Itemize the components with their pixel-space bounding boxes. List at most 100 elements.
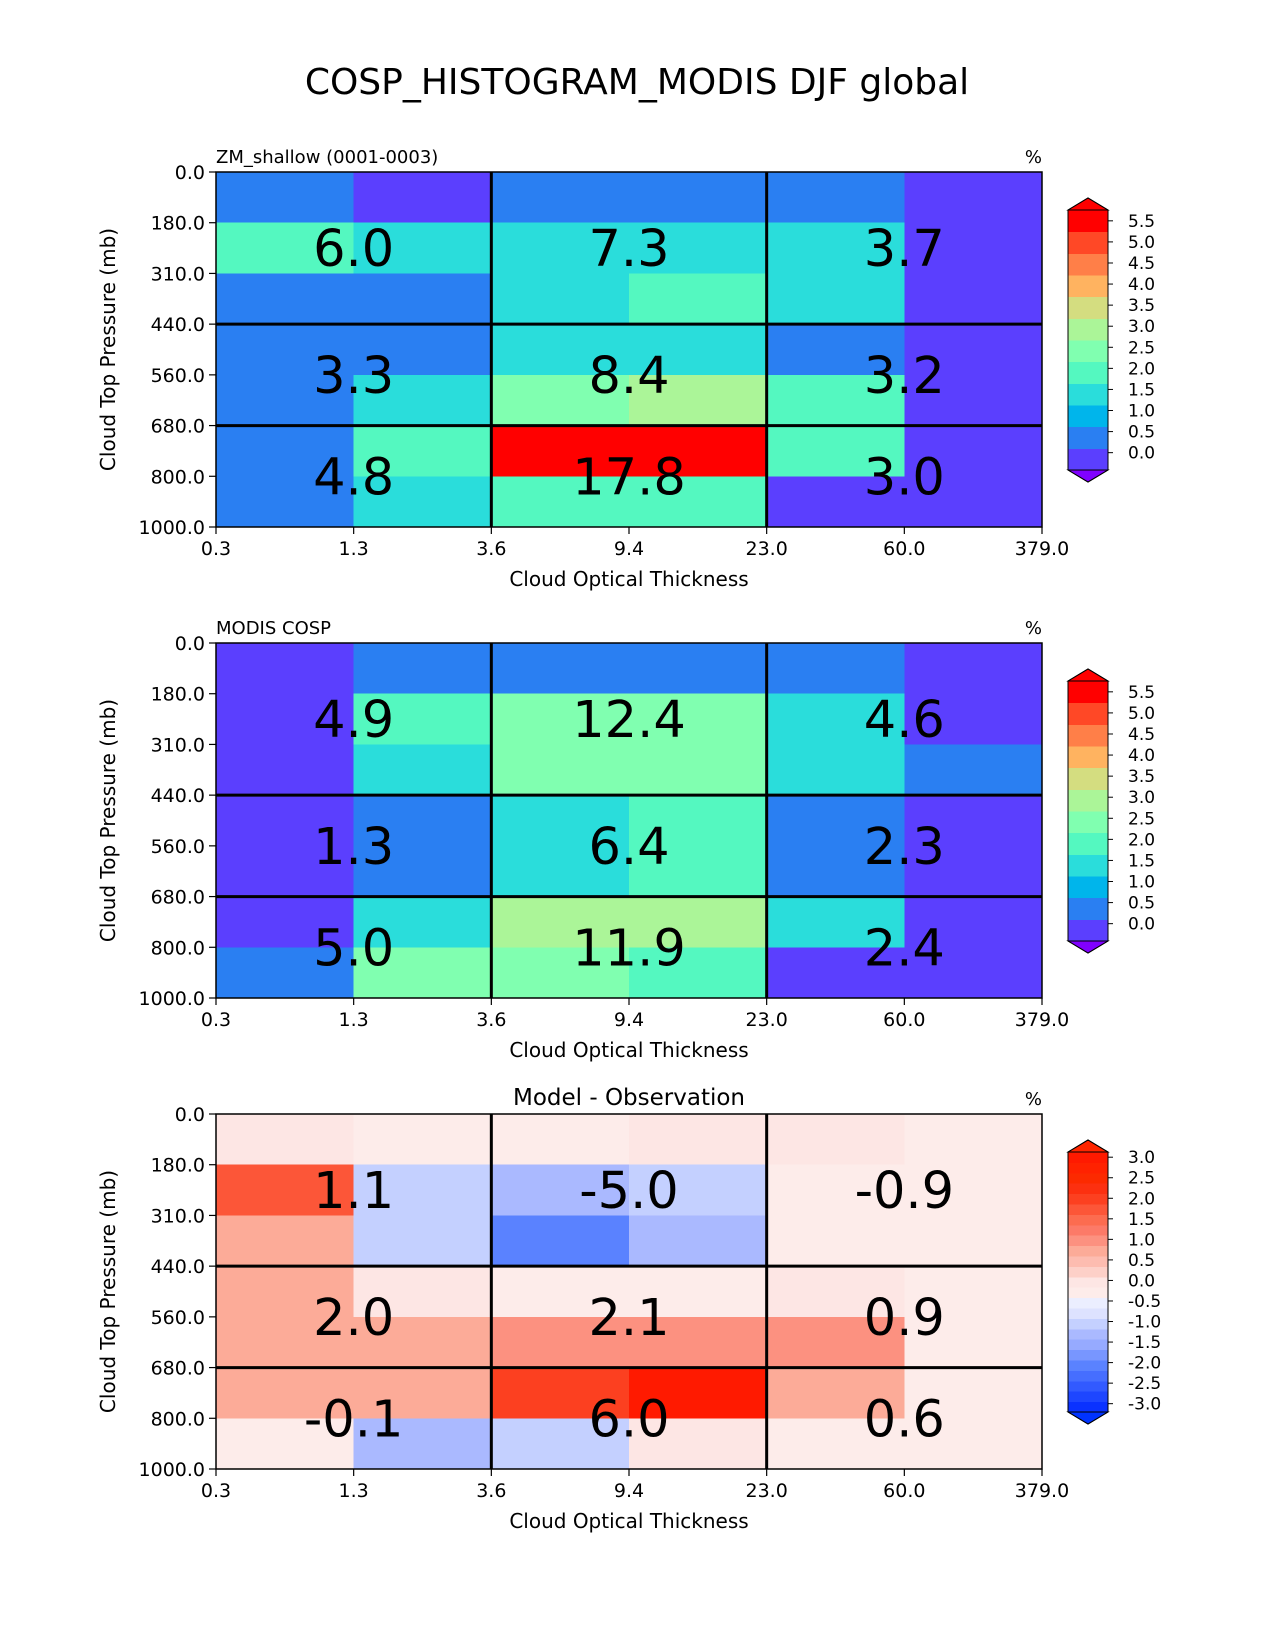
- x-tick-label: 60.0: [883, 538, 925, 560]
- group-value-label: 11.9: [572, 919, 686, 978]
- group-value-label: 4.9: [313, 691, 394, 750]
- colorbar-segment: [1068, 1360, 1108, 1371]
- y-axis-label: Cloud Top Pressure (mb): [96, 1170, 120, 1413]
- colorbar-tick-label: -2.5: [1128, 1374, 1161, 1394]
- heatmap-cell: [353, 1266, 492, 1318]
- colorbar-segment: [1068, 876, 1108, 899]
- heatmap-cell: [353, 1316, 492, 1369]
- group-value-label: -5.0: [579, 1162, 679, 1221]
- heatmap-cell: [353, 693, 492, 745]
- heatmap-cell: [353, 947, 492, 999]
- group-value-label: 3.2: [864, 347, 945, 406]
- group-value-label: 3.7: [864, 220, 945, 279]
- heatmap-cell: [216, 1316, 355, 1369]
- group-value-label: 1.1: [313, 1162, 394, 1221]
- group-value-label: 2.4: [864, 919, 945, 978]
- heatmap-cell: [216, 845, 355, 898]
- heatmap-cell: [216, 476, 355, 528]
- units-label: %: [1025, 147, 1042, 168]
- colorbar-tick-label: -2.0: [1128, 1354, 1161, 1374]
- heatmap-cell: [904, 1418, 1043, 1470]
- heatmap-cell: [766, 1164, 905, 1216]
- heatmap-cell: [629, 947, 768, 999]
- heatmap-cell: [353, 845, 492, 898]
- heatmap-cell: [491, 744, 630, 796]
- y-axis-label: Cloud Top Pressure (mb): [96, 228, 120, 471]
- heatmap-cell: [766, 1114, 905, 1166]
- colorbar-segment: [1068, 275, 1108, 298]
- colorbar-tick-label: 4.0: [1128, 275, 1155, 295]
- colorbar-outline: [1067, 1139, 1109, 1425]
- colorbar-segment: [1068, 1328, 1108, 1340]
- heatmap-cell: [629, 273, 768, 325]
- heatmap-cell: [491, 693, 630, 745]
- colorbar-segment: [1068, 919, 1108, 942]
- heatmap-cell: [491, 896, 630, 948]
- heatmap-cell: [629, 744, 768, 796]
- y-tick-label: 310.0: [151, 263, 205, 285]
- heatmap-cell: [904, 476, 1043, 528]
- heatmap-cell: [216, 1114, 355, 1166]
- colorbar-segment: [1068, 340, 1108, 363]
- heatmap-cell: [216, 1418, 355, 1470]
- colorbar-tick-label: 2.0: [1128, 359, 1155, 379]
- colorbar-segment: [1068, 1245, 1108, 1257]
- x-tick-label: 60.0: [883, 1480, 925, 1502]
- heatmap-cell: [766, 273, 905, 325]
- heatmap-cell: [353, 1367, 492, 1419]
- colorbar-segment: [1068, 1308, 1108, 1319]
- heatmap-cell: [629, 1215, 768, 1267]
- colorbar-segment: [1068, 1235, 1108, 1247]
- colorbar-segment: [1068, 1339, 1108, 1351]
- heatmap-cell: [766, 1316, 905, 1369]
- heatmap-cell: [629, 643, 768, 695]
- heatmap-cell: [904, 947, 1043, 999]
- heatmap-cell: [491, 643, 630, 695]
- heatmap-cell: [491, 1215, 630, 1267]
- x-tick-label: 379.0: [1015, 538, 1069, 560]
- colorbar-segment: [1068, 1204, 1108, 1215]
- colorbar-segment: [1068, 1287, 1108, 1299]
- y-tick-label: 310.0: [151, 734, 205, 756]
- x-tick-label: 3.6: [476, 538, 506, 560]
- panel-title: Model - Observation: [513, 1085, 745, 1111]
- colorbar-segment: [1068, 1214, 1108, 1226]
- colorbar-segment: [1068, 426, 1108, 449]
- colorbar-tick-label: 3.0: [1128, 317, 1155, 337]
- group-value-label: 3.3: [313, 347, 394, 406]
- group-value-label: 3.0: [864, 448, 945, 507]
- colorbar-segment: [1068, 318, 1108, 341]
- x-tick-label: 9.4: [614, 1009, 644, 1031]
- colorbar-tick-label: 2.5: [1128, 1169, 1155, 1189]
- colorbar-tick-label: 0.5: [1128, 1251, 1155, 1271]
- heatmap-cell: [766, 643, 905, 695]
- x-tick-label: 23.0: [746, 1009, 788, 1031]
- heatmap-cell: [353, 643, 492, 695]
- group-value-label: 12.4: [572, 691, 686, 750]
- heatmap-cell: [629, 1164, 768, 1216]
- colorbar-tick-label: -1.5: [1128, 1333, 1161, 1353]
- heatmap-cell: [904, 1164, 1043, 1216]
- y-tick-label: 560.0: [151, 836, 205, 858]
- y-tick-label: 0.0: [175, 1104, 205, 1126]
- heatmap-cell: [904, 222, 1043, 274]
- colorbar-tick-label: -3.0: [1128, 1395, 1161, 1415]
- panel-label: MODIS COSP: [216, 618, 331, 639]
- colorbar-segment: [1068, 1193, 1108, 1205]
- colorbar-segment: [1068, 789, 1108, 812]
- heatmap-cell: [904, 643, 1043, 695]
- x-tick-label: 9.4: [614, 538, 644, 560]
- heatmap-cell: [629, 476, 768, 528]
- heatmap-cell: [491, 1367, 630, 1419]
- colorbar-segment: [1068, 1276, 1108, 1288]
- colorbar-segment: [1068, 1162, 1108, 1174]
- group-value-label: 2.3: [864, 818, 945, 877]
- colorbar-segment: [1068, 1349, 1108, 1361]
- colorbar-segment: [1068, 897, 1108, 920]
- colorbar-tick-label: 3.5: [1128, 296, 1155, 316]
- heatmap-cell: [904, 324, 1043, 376]
- x-axis-label: Cloud Optical Thickness: [509, 567, 748, 591]
- y-tick-label: 0.0: [175, 162, 205, 184]
- colorbar-over-extension: [1066, 1139, 1110, 1153]
